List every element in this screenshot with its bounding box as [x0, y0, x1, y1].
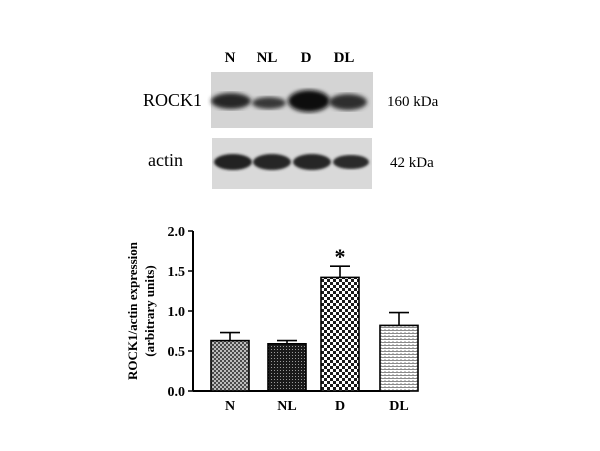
rock1-blot: [211, 72, 373, 128]
actin-band-n: [214, 154, 252, 170]
rock1-band-dl: [329, 94, 367, 110]
x-tick-label: NL: [277, 399, 296, 414]
lane-label-nl: NL: [256, 50, 278, 66]
y-axis-label-line: ROCK1/actin expression: [125, 241, 140, 380]
bar-chart: 0.0 0.5 1.0 1.5 2.0 ROCK1/actin expression (ar…: [125, 225, 419, 414]
lane-label-d: D: [300, 50, 312, 66]
actin-band-nl: [253, 154, 291, 170]
rock1-band-nl: [252, 97, 286, 109]
y-tick-label: 0.5: [168, 345, 186, 360]
lane-label-dl: DL: [333, 50, 355, 66]
rock1-label: ROCK1: [143, 90, 203, 110]
actin-band-dl: [333, 155, 369, 169]
x-tick-label: N: [225, 399, 235, 414]
y-tick-label: 2.0: [168, 225, 186, 240]
x-tick-label: DL: [389, 399, 408, 414]
bar-n: [210, 339, 250, 392]
x-tick-label: D: [335, 399, 345, 414]
actin-mw-label: 42 kDa: [390, 155, 434, 171]
lane-label-n: N: [224, 50, 236, 66]
rock1-band-n: [211, 93, 251, 109]
actin-label: actin: [148, 150, 183, 170]
y-axis-label-line: (arbitrary units): [142, 265, 157, 356]
actin-blot: [212, 138, 372, 189]
bar-nl: [267, 342, 307, 392]
y-tick-label: 0.0: [168, 385, 186, 400]
rock1-band-d: [288, 90, 330, 112]
actin-band-d: [293, 154, 331, 170]
y-tick-label: 1.5: [168, 265, 186, 280]
bar-d: [320, 276, 360, 392]
rock1-mw-label: 160 kDa: [387, 94, 439, 110]
bar-dl: [379, 324, 419, 392]
significance-asterisk: *: [335, 244, 346, 269]
y-tick-label: 1.0: [168, 305, 186, 320]
